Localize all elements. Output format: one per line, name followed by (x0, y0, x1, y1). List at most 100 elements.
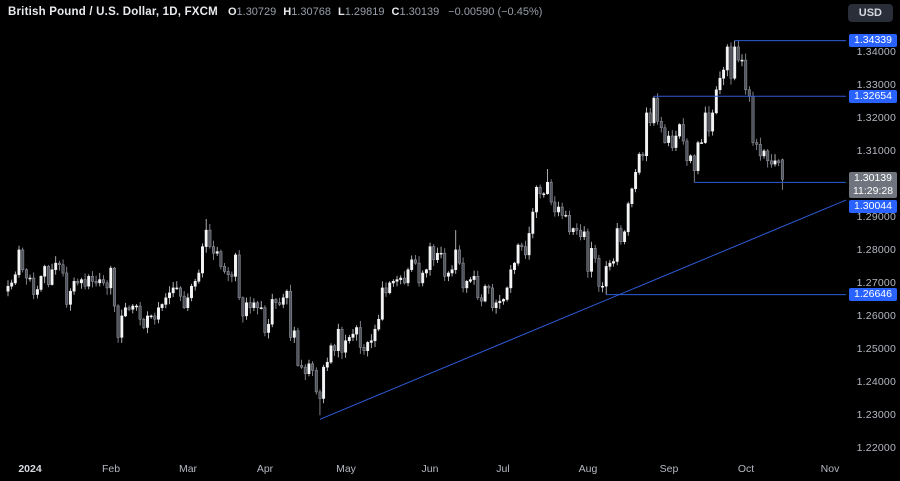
candle-body (61, 264, 65, 274)
candle-body (160, 304, 164, 308)
price-axis-label: 1.24000 (856, 376, 896, 388)
candle-body (72, 281, 76, 292)
candle-body (623, 231, 627, 242)
candle-body (461, 262, 465, 289)
candle-body (263, 307, 267, 333)
candle-body (450, 269, 454, 274)
candle-body (457, 249, 461, 264)
candle-body (564, 215, 568, 217)
candle-body (157, 307, 160, 320)
candle-body (468, 279, 472, 282)
candle-body (417, 262, 421, 284)
change-value: −0.00590 (−0.45%) (448, 6, 543, 18)
candle-body (575, 228, 579, 231)
candle-body (663, 127, 667, 143)
current-price-badge: 1.30139 11:29:28 (849, 172, 897, 198)
candle-body (39, 276, 43, 290)
ohlc-high-label: H (283, 6, 292, 18)
candle-body (582, 231, 586, 238)
candle-body (127, 307, 131, 310)
candle-body (454, 249, 458, 270)
candle-body (659, 120, 663, 129)
candle-body (692, 155, 696, 171)
candle-body (245, 302, 248, 317)
candle-body (641, 153, 645, 157)
candle-body (123, 307, 127, 317)
candle-body (307, 363, 311, 374)
candle-body (32, 277, 36, 295)
bar-countdown: 11:29:28 (852, 185, 894, 197)
time-axis-year-label: 2024 (18, 463, 42, 475)
candle-body (116, 305, 120, 338)
candle-body (281, 297, 285, 305)
candle-body (736, 46, 740, 61)
candle-body (303, 366, 307, 374)
candle-body (542, 193, 546, 196)
candle-body (333, 345, 337, 351)
candle-body (579, 229, 582, 237)
candle-body (645, 112, 649, 157)
candle-body (171, 287, 175, 294)
ohlc-low-value: 1.29819 (344, 6, 385, 18)
time-axis-month-label: Feb (101, 463, 121, 475)
candle-body (190, 285, 193, 299)
candle-body (714, 89, 718, 114)
candle-body (399, 277, 403, 280)
candle-body (780, 159, 784, 180)
candle-body (234, 254, 237, 277)
candle-body (215, 251, 219, 254)
candle-body (733, 46, 737, 79)
symbol-title[interactable]: British Pound / U.S. Dollar, 1D, FXCM (8, 6, 218, 18)
time-axis-month-label: Sep (659, 463, 679, 475)
candle-body (612, 261, 615, 264)
ray-price-badge: 1.32654 (849, 90, 897, 103)
candle-body (296, 330, 300, 366)
price-axis[interactable]: 1.22000 1.23000 1.24000 1.25000 1.26000 1.270… (846, 0, 900, 458)
candle-body (50, 269, 54, 285)
candle-body (637, 153, 641, 173)
candle-body (193, 281, 197, 287)
candle-body (292, 330, 296, 338)
currency-button[interactable]: USD (847, 4, 893, 22)
candle-body (35, 289, 39, 295)
price-axis-label: 1.34000 (856, 46, 896, 58)
candle-body (700, 142, 704, 144)
candle-body (535, 186, 538, 213)
symbol-legend: British Pound / U.S. Dollar, 1D, FXCM O1.… (8, 6, 542, 18)
ohlc-open-value: 1.30729 (236, 6, 277, 18)
candle-body (487, 285, 491, 289)
candle-body (557, 206, 560, 213)
price-axis-label: 1.22000 (856, 442, 896, 454)
candle-body (164, 297, 168, 305)
candle-body (201, 246, 204, 274)
candle-body (410, 259, 414, 270)
candle-body (432, 246, 436, 261)
candle-body (377, 318, 381, 330)
candle-body (256, 302, 260, 308)
candle-body (626, 203, 630, 233)
candle-body (769, 160, 773, 165)
candle-body (175, 287, 179, 290)
candle-body (68, 290, 72, 305)
candle-body (509, 269, 513, 289)
candle-body (204, 229, 208, 247)
price-axis-label: 1.27000 (856, 277, 896, 289)
candle-body (237, 254, 241, 299)
candle-body (98, 279, 102, 284)
candle-body (230, 274, 234, 277)
candle-body (472, 276, 476, 280)
candle-body (656, 97, 660, 122)
candle-body (344, 340, 348, 353)
candle-body (10, 282, 14, 287)
candle-body (490, 287, 494, 308)
time-axis[interactable]: 2024 Feb Mar Apr May Jun Jul Aug Sep Oct Nov (0, 458, 900, 481)
candle-body (766, 150, 770, 162)
candle-body (685, 140, 689, 162)
candle-body (553, 201, 557, 213)
time-axis-month-label: Apr (256, 463, 274, 475)
time-axis-month-label: Oct (737, 463, 755, 475)
candle-body (615, 228, 619, 262)
candle-body (336, 328, 340, 351)
